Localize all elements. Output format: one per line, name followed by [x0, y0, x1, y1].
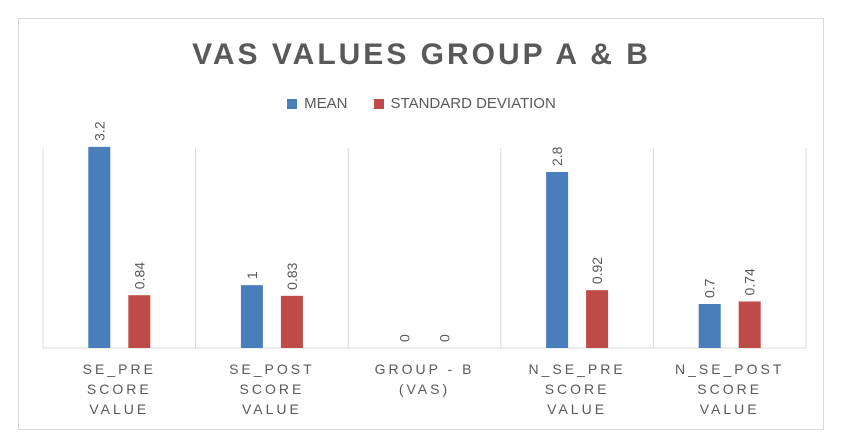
x-tick-label: SCORE	[545, 381, 610, 397]
bar-standard-deviation	[280, 295, 303, 348]
bar-mean	[88, 146, 111, 348]
x-tick-label: SE_PRE	[83, 361, 156, 377]
x-tick-label: VALUE	[89, 401, 149, 417]
data-label-standard-deviation: 0.74	[742, 268, 758, 295]
x-tick-label: N_SE_PRE	[529, 361, 626, 377]
chart-legend: MEAN STANDARD DEVIATION	[0, 95, 843, 112]
x-tick-label: SCORE	[697, 381, 762, 397]
chart-frame	[18, 18, 824, 430]
data-label-mean: 3.2	[91, 121, 107, 141]
bar-standard-deviation	[738, 301, 761, 348]
data-label-standard-deviation: 0.84	[131, 262, 147, 289]
legend-item-mean: MEAN	[287, 95, 348, 112]
data-label-mean: 0.7	[702, 278, 718, 298]
x-tick-label: SCORE	[87, 381, 152, 397]
data-label-standard-deviation: 0.92	[589, 257, 605, 284]
bar-standard-deviation	[128, 295, 151, 348]
bar-mean	[546, 172, 569, 348]
chart-title: VAS VALUES GROUP A & B	[192, 38, 651, 71]
bar-mean	[240, 285, 263, 348]
legend-label-mean: MEAN	[304, 95, 348, 112]
x-tick-label: VALUE	[700, 401, 760, 417]
data-label-standard-deviation: 0	[437, 334, 453, 342]
bar-standard-deviation	[586, 290, 609, 348]
data-label-mean: 1	[244, 271, 260, 279]
x-tick-label: (VAS)	[399, 381, 450, 397]
x-tick-label: VALUE	[547, 401, 607, 417]
data-label-standard-deviation: 0.83	[284, 262, 300, 289]
legend-label-standard-deviation: STANDARD DEVIATION	[390, 95, 556, 112]
x-tick-label: N_SE_POST	[675, 361, 784, 377]
x-tick-label: GROUP - B	[375, 361, 475, 377]
data-label-mean: 2.8	[549, 146, 565, 166]
x-tick-label: VALUE	[242, 401, 302, 417]
x-tick-label: SE_POST	[229, 361, 315, 377]
legend-item-standard-deviation: STANDARD DEVIATION	[373, 95, 556, 112]
data-label-mean: 0	[397, 334, 413, 342]
legend-swatch-standard-deviation	[373, 98, 384, 109]
x-tick-label: SCORE	[240, 381, 305, 397]
bar-mean	[698, 304, 721, 348]
legend-swatch-mean	[287, 98, 298, 109]
